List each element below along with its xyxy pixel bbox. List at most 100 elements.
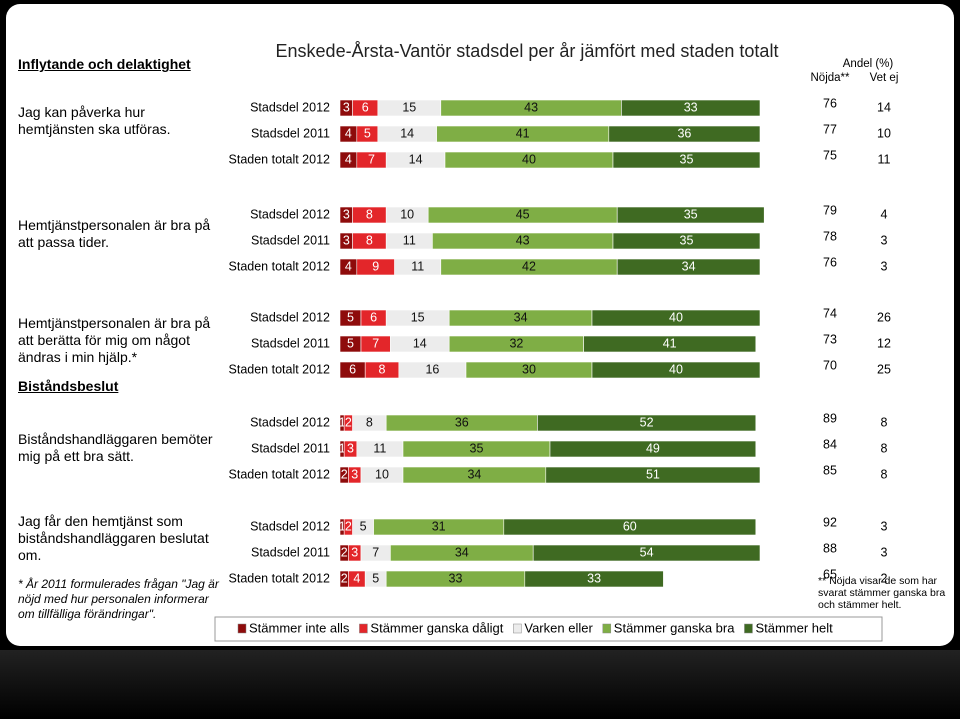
legend-swatch: [513, 623, 522, 634]
unknown-value: 3: [881, 259, 888, 273]
value-label: 51: [646, 467, 660, 481]
row-label: Stadsdel 2011: [251, 336, 330, 350]
value-label: 5: [347, 310, 354, 324]
value-label: 52: [640, 415, 654, 429]
value-label: 14: [400, 126, 414, 140]
satisfied-value: 75: [823, 148, 837, 162]
unknown-value: 4: [881, 207, 888, 221]
value-label: 7: [372, 545, 379, 559]
header: Vet ej: [870, 72, 899, 84]
legend-label: Stämmer helt: [755, 620, 833, 635]
row-label: Stadsdel 2011: [251, 233, 330, 247]
value-label: 8: [379, 362, 386, 376]
value-label: 8: [366, 415, 373, 429]
value-label: 2: [341, 467, 348, 481]
question: Hemtjänstpersonalen är bra på att berätt…: [18, 315, 211, 365]
legend-swatch: [602, 623, 612, 634]
value-label: 1: [339, 441, 346, 455]
value-label: 2: [341, 571, 348, 585]
value-label: 5: [364, 126, 371, 140]
unknown-value: 12: [877, 336, 891, 350]
value-label: 40: [522, 152, 536, 166]
value-label: 36: [455, 415, 469, 429]
unknown-value: 26: [877, 310, 891, 324]
value-label: 15: [411, 310, 425, 324]
value-label: 43: [524, 100, 538, 114]
value-label: 6: [370, 310, 377, 324]
note: ** Nöjda visar de som har svarat stämmer…: [818, 575, 946, 611]
row-label: Stadsdel 2012: [250, 415, 330, 429]
value-label: 34: [467, 467, 481, 481]
bar-segment: [583, 335, 757, 353]
value-label: 43: [516, 233, 530, 247]
unknown-value: 3: [881, 519, 888, 533]
satisfied-value: 78: [823, 229, 837, 243]
header: Andel (%): [843, 58, 894, 70]
value-label: 15: [402, 100, 416, 114]
value-label: 2: [345, 519, 352, 533]
satisfied-value: 79: [823, 203, 837, 217]
unknown-value: 2: [881, 571, 888, 585]
legend-swatch: [359, 623, 368, 634]
value-label: 4: [345, 126, 352, 140]
value-label: 14: [413, 336, 427, 350]
value-label: 3: [347, 441, 354, 455]
value-label: 6: [349, 362, 356, 376]
value-label: 6: [362, 100, 369, 114]
legend-label: Stämmer ganska dåligt: [370, 620, 503, 635]
row-label: Stadsdel 2012: [250, 519, 330, 533]
row-label: Stadsdel 2012: [250, 100, 330, 114]
value-label: 33: [449, 571, 463, 585]
legend-box: [214, 616, 883, 642]
value-label: 34: [455, 545, 469, 559]
bar-segment: [549, 440, 757, 458]
value-label: 3: [343, 207, 350, 221]
satisfied-value: 73: [823, 332, 837, 346]
decor-strip: [0, 650, 960, 719]
value-label: 11: [411, 259, 424, 273]
value-label: 35: [680, 233, 694, 247]
bar-segment: [503, 518, 757, 536]
value-label: 35: [684, 207, 698, 221]
value-label: 30: [522, 362, 536, 376]
row-label: Stadsdel 2012: [250, 207, 330, 221]
legend-swatch: [237, 623, 247, 634]
chart-title: Enskede-Årsta-Vantör stadsdel per år jäm…: [276, 41, 779, 61]
value-label: 49: [646, 441, 660, 455]
value-label: 2: [341, 545, 348, 559]
bar-segment: [621, 99, 761, 117]
satisfied-value: 70: [823, 358, 837, 372]
value-label: 14: [409, 152, 423, 166]
value-label: 60: [623, 519, 637, 533]
bar-segment: [612, 232, 761, 250]
value-label: 34: [682, 259, 696, 273]
value-label: 8: [366, 233, 373, 247]
bar-segment: [532, 544, 761, 562]
satisfied-value: 88: [823, 541, 837, 555]
legend-label: Varken eller: [524, 620, 593, 635]
value-label: 36: [677, 126, 691, 140]
value-label: 2: [345, 415, 352, 429]
question: Jag kan påverka hur hemtjänsten ska utfö…: [18, 104, 171, 137]
value-label: 9: [372, 259, 379, 273]
header: Nöjda**: [811, 72, 851, 84]
satisfied-value: 77: [823, 122, 837, 136]
value-label: 5: [360, 519, 367, 533]
value-label: 1: [339, 415, 346, 429]
unknown-value: 14: [877, 100, 891, 114]
satisfied-value: 76: [823, 96, 837, 110]
footnote: * År 2011 formulerades frågan "Jag är nö…: [18, 577, 219, 621]
row-label: Stadsdel 2011: [251, 126, 330, 140]
row-label: Staden totalt 2012: [229, 467, 331, 481]
value-label: 7: [368, 152, 375, 166]
value-label: 54: [640, 545, 654, 559]
unknown-value: 8: [881, 415, 888, 429]
value-label: 40: [669, 362, 683, 376]
satisfied-value: 85: [823, 463, 837, 477]
bar-segment: [616, 258, 761, 276]
bar-segment: [591, 309, 761, 327]
unknown-value: 11: [878, 152, 891, 166]
unknown-value: 10: [877, 126, 891, 140]
row-label: Staden totalt 2012: [229, 362, 331, 376]
